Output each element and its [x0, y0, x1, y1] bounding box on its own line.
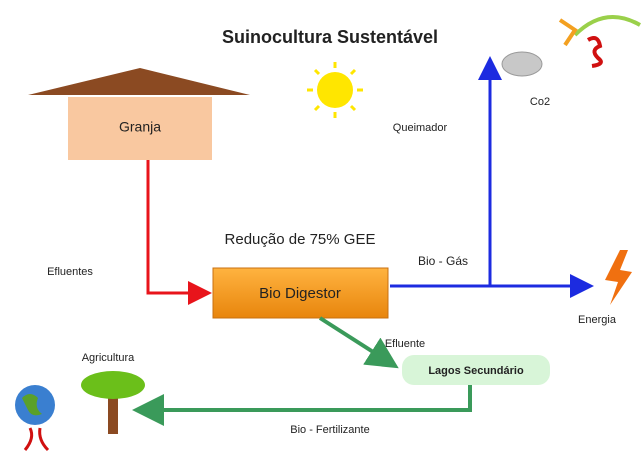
- node-label: Bio Digestor: [259, 285, 341, 302]
- edge-label: Efluentes: [47, 266, 93, 278]
- tree-icon: [81, 371, 145, 434]
- globe-icon: [15, 385, 55, 450]
- logo: [560, 17, 640, 66]
- title: Suinocultura Sustentável: [222, 27, 438, 47]
- roof: [28, 68, 250, 95]
- edge-label: Bio - Gás: [418, 254, 468, 268]
- edge-label: Efluente: [385, 338, 425, 350]
- cloud-icon: [502, 52, 542, 76]
- diagram: Suinocultura Sustentável Granja Efluente…: [0, 0, 643, 468]
- node-label: Energia: [578, 314, 617, 326]
- arrow: [148, 160, 206, 293]
- node-label: Co2: [530, 96, 550, 108]
- annotation: Redução de 75% GEE: [225, 231, 376, 248]
- arrow: [140, 385, 470, 410]
- sun-icon: [307, 62, 363, 118]
- edge-label: Bio - Fertilizante: [290, 424, 369, 436]
- arrow: [320, 318, 392, 364]
- node-label: Lagos Secundário: [428, 365, 524, 377]
- node-label: Granja: [119, 119, 161, 135]
- node-label: Agricultura: [82, 352, 135, 364]
- edge-label: Queimador: [393, 122, 448, 134]
- lightning-icon: [605, 250, 632, 305]
